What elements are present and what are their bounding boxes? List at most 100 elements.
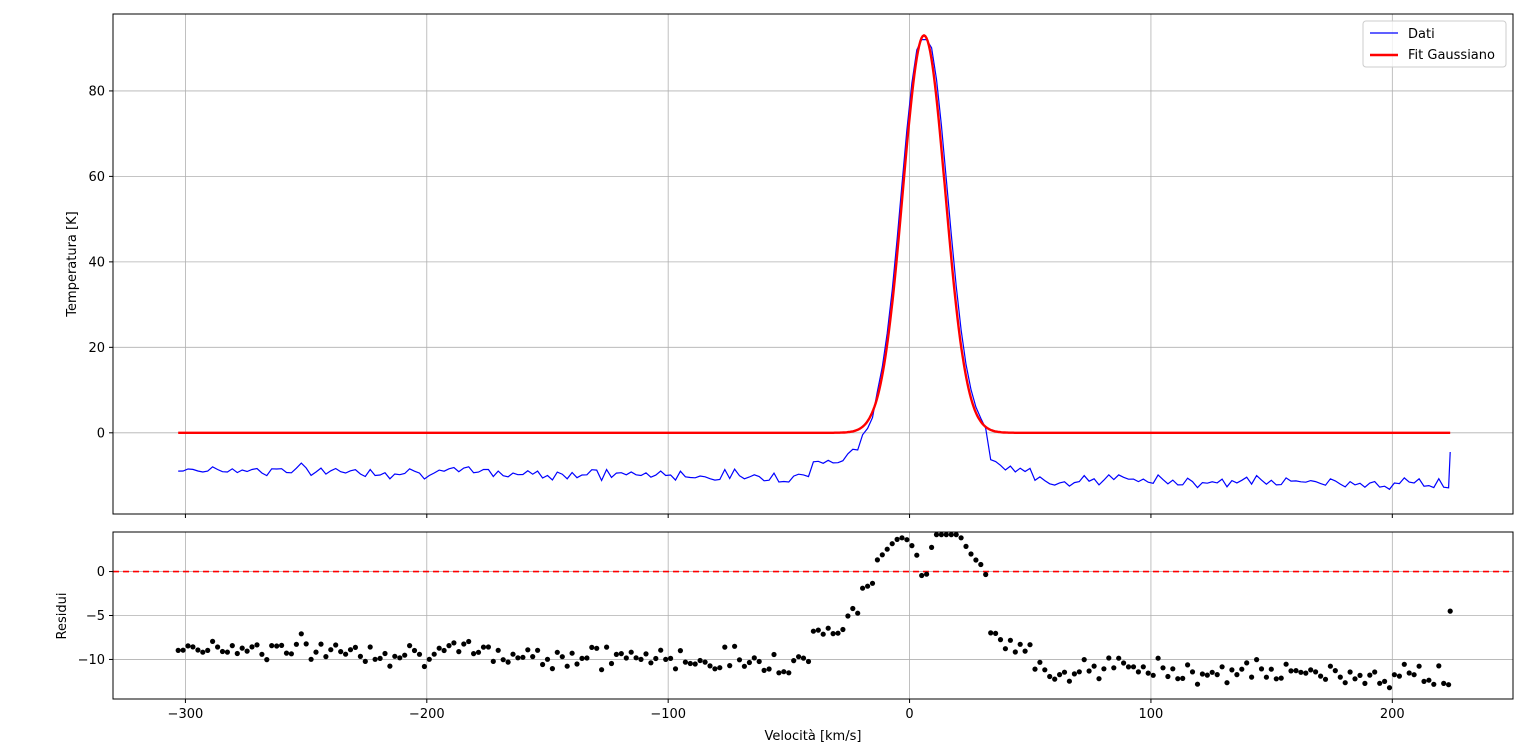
residual-point <box>1406 670 1412 676</box>
residual-point <box>1441 680 1447 687</box>
residual-point <box>865 583 871 589</box>
residual-point <box>1037 659 1043 665</box>
residual-point <box>1086 668 1092 674</box>
residual-point <box>1076 669 1082 675</box>
residual-point <box>1327 663 1333 669</box>
residual-point <box>407 643 413 649</box>
residual-point <box>948 532 954 538</box>
residual-point <box>259 651 265 657</box>
residual-point <box>1436 663 1442 669</box>
residual-point <box>180 647 186 653</box>
residual-point <box>1135 669 1141 675</box>
residual-point <box>840 626 846 633</box>
top-y-tick-label-2: 40 <box>88 255 105 270</box>
residual-point <box>810 628 817 634</box>
residual-point <box>249 644 255 650</box>
residual-point <box>303 641 309 647</box>
residual-point <box>505 659 511 665</box>
residual-point <box>205 647 211 654</box>
residual-point <box>1219 664 1225 670</box>
residual-point <box>1337 674 1343 680</box>
residual-point <box>1170 666 1176 672</box>
residual-point <box>613 651 620 658</box>
residual-point <box>377 655 383 662</box>
residual-point <box>1027 642 1033 648</box>
residual-point <box>1318 673 1324 679</box>
residual-point <box>1347 669 1353 675</box>
top-ticks: 0 20 40 60 80 <box>88 84 1393 518</box>
residual-point <box>451 640 457 646</box>
residual-point <box>584 655 590 661</box>
residual-point <box>1421 678 1427 685</box>
residual-point <box>175 647 181 654</box>
residual-point <box>515 655 521 661</box>
residual-point <box>658 647 664 653</box>
residual-point <box>628 649 634 655</box>
residual-point <box>229 643 235 649</box>
residual-point <box>781 669 787 675</box>
residual-point <box>244 648 250 654</box>
top-panel: 0 20 40 60 80 Temperatura [K] Dati Fit Gauss… <box>65 13 1514 518</box>
residual-point <box>786 670 792 676</box>
residual-point <box>1214 672 1220 678</box>
residual-point <box>599 667 605 673</box>
residual-point <box>1101 666 1107 672</box>
residual-point <box>264 657 270 663</box>
residual-point <box>1332 668 1338 674</box>
bottom-panel: −300 −200 −100 0 100 200 0 −5 −10 Residui Veloci… <box>55 531 1514 744</box>
residual-point <box>480 644 487 650</box>
residual-point <box>564 663 570 669</box>
residual-point <box>1145 670 1151 676</box>
residual-point <box>333 642 339 648</box>
residual-point <box>392 653 398 659</box>
residual-point <box>367 644 373 650</box>
residual-point <box>1273 676 1279 682</box>
residual-point <box>1199 671 1205 677</box>
residual-point <box>234 650 240 657</box>
residual-point <box>845 613 851 619</box>
residual-point <box>338 649 344 655</box>
legend-label-fit: Fit Gaussiano <box>1408 48 1495 63</box>
residual-point <box>1377 680 1383 686</box>
residual-point <box>643 651 649 657</box>
residual-point <box>687 660 693 667</box>
bottom-x-tick-label-2: −100 <box>650 707 686 722</box>
residual-point <box>1362 680 1368 687</box>
residual-point <box>1352 676 1358 682</box>
residual-point <box>997 637 1004 643</box>
residual-point <box>815 627 821 633</box>
residual-point <box>283 650 290 656</box>
residual-point <box>993 630 999 637</box>
residual-point <box>943 532 949 538</box>
residual-point <box>741 663 748 669</box>
top-y-axis-label: Temperatura [K] <box>65 211 80 317</box>
bottom-series <box>113 532 1513 691</box>
residual-point <box>894 536 900 543</box>
residual-point <box>1017 641 1023 647</box>
residual-point <box>973 557 979 563</box>
residual-point <box>968 551 974 557</box>
bottom-y-tick-label-0: 0 <box>97 565 105 580</box>
residual-point <box>215 644 221 650</box>
residual-point <box>1106 655 1112 661</box>
residual-point <box>1155 655 1161 661</box>
residual-point <box>239 645 245 651</box>
residual-point <box>510 651 516 657</box>
residual-point <box>382 650 388 657</box>
residual-point <box>328 647 334 653</box>
residual-point <box>323 654 329 660</box>
residual-point <box>594 645 600 651</box>
residual-point <box>1372 669 1378 675</box>
residual-point <box>796 654 802 660</box>
residual-point <box>1342 680 1348 686</box>
residual-point <box>1447 608 1453 614</box>
residual-point <box>736 657 743 663</box>
residual-point <box>874 557 881 563</box>
residual-point <box>1239 666 1245 672</box>
residual-point <box>1185 662 1191 668</box>
residual-point <box>1140 664 1146 670</box>
residual-point <box>441 647 447 654</box>
residual-point <box>313 649 319 655</box>
residual-point <box>805 658 812 665</box>
residual-point <box>756 658 762 665</box>
